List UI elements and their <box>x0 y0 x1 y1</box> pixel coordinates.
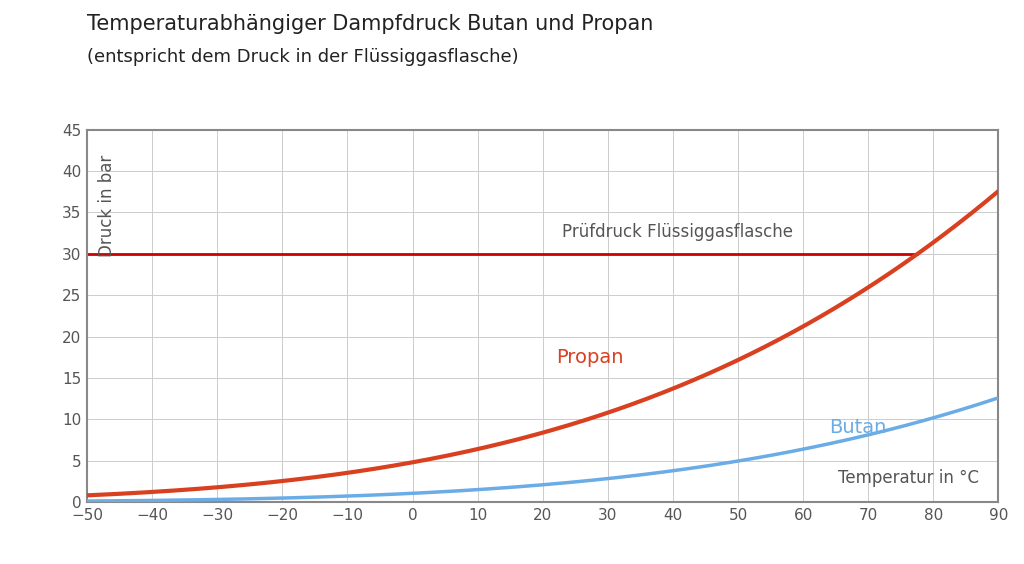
Text: Prüfdruck Flüssiggasflasche: Prüfdruck Flüssiggasflasche <box>562 223 794 241</box>
Text: Propan: Propan <box>556 347 624 367</box>
Text: (entspricht dem Druck in der Flüssiggasflasche): (entspricht dem Druck in der Flüssiggasf… <box>87 48 519 66</box>
Text: Temperatur in °C: Temperatur in °C <box>838 469 979 487</box>
Text: Druck in bar: Druck in bar <box>97 155 116 257</box>
Text: Butan: Butan <box>829 418 887 437</box>
Text: Temperaturabhängiger Dampfdruck Butan und Propan: Temperaturabhängiger Dampfdruck Butan un… <box>87 14 653 34</box>
